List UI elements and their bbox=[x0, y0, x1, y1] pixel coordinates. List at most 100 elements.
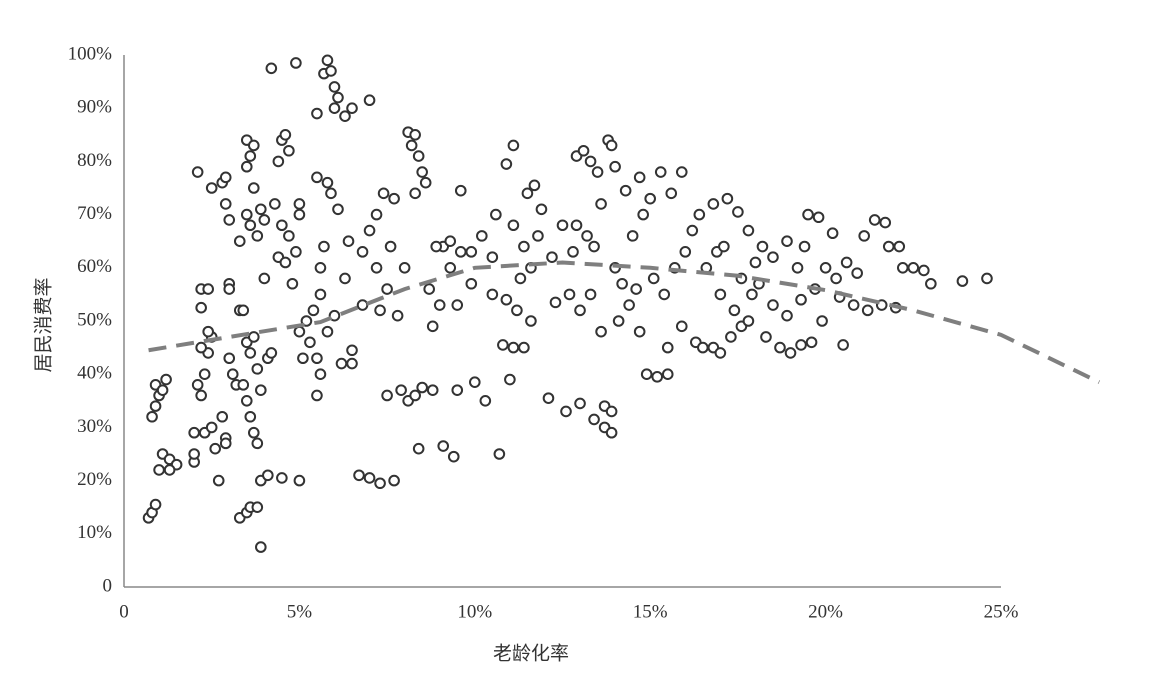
point bbox=[332, 203, 344, 216]
point bbox=[504, 373, 516, 386]
point bbox=[644, 192, 657, 205]
y-tick-label: 80% bbox=[77, 150, 112, 171]
point bbox=[465, 277, 478, 290]
point bbox=[493, 448, 506, 460]
point bbox=[416, 166, 428, 178]
trend-line bbox=[148, 260, 1101, 384]
point bbox=[240, 160, 253, 173]
point bbox=[377, 187, 390, 200]
point bbox=[205, 182, 218, 194]
point bbox=[149, 498, 162, 511]
point bbox=[497, 339, 509, 351]
point bbox=[626, 230, 639, 242]
point bbox=[486, 288, 499, 301]
point bbox=[314, 262, 327, 274]
point bbox=[896, 262, 909, 274]
point bbox=[486, 251, 499, 263]
point bbox=[588, 240, 600, 253]
point bbox=[240, 208, 253, 221]
point bbox=[742, 224, 755, 237]
point bbox=[451, 384, 464, 396]
point bbox=[247, 182, 260, 194]
point bbox=[556, 219, 569, 232]
point bbox=[412, 150, 425, 162]
point bbox=[247, 139, 260, 152]
point bbox=[798, 240, 811, 253]
point bbox=[956, 275, 969, 287]
point bbox=[276, 219, 288, 232]
point bbox=[286, 277, 299, 290]
point bbox=[247, 426, 260, 439]
point bbox=[658, 288, 671, 301]
point bbox=[868, 214, 881, 226]
point bbox=[307, 304, 320, 317]
point bbox=[675, 320, 688, 333]
point bbox=[426, 320, 439, 333]
point bbox=[374, 304, 386, 317]
point bbox=[370, 262, 383, 274]
point bbox=[595, 198, 607, 210]
point bbox=[335, 357, 348, 370]
point bbox=[861, 304, 874, 317]
point bbox=[781, 309, 793, 322]
y-tick-label: 10% bbox=[77, 522, 112, 543]
point bbox=[188, 448, 200, 460]
point bbox=[767, 299, 779, 311]
point bbox=[314, 288, 327, 301]
point bbox=[244, 410, 257, 423]
point bbox=[356, 246, 369, 258]
point bbox=[574, 304, 586, 317]
point bbox=[444, 235, 457, 247]
point bbox=[637, 208, 649, 221]
point bbox=[647, 272, 660, 285]
point bbox=[276, 472, 288, 484]
point bbox=[251, 501, 264, 514]
point bbox=[879, 216, 892, 229]
point bbox=[686, 224, 699, 237]
point bbox=[205, 421, 218, 434]
point bbox=[549, 296, 562, 309]
y-tick-label: 30% bbox=[77, 416, 112, 437]
point bbox=[293, 474, 306, 487]
point bbox=[795, 339, 807, 351]
point bbox=[409, 389, 421, 402]
point bbox=[490, 208, 502, 221]
point bbox=[560, 405, 572, 418]
point bbox=[893, 240, 906, 253]
point bbox=[311, 107, 323, 120]
point bbox=[321, 54, 334, 67]
point bbox=[223, 352, 236, 365]
point bbox=[247, 331, 260, 343]
point bbox=[293, 325, 306, 338]
point bbox=[391, 309, 404, 322]
point bbox=[665, 187, 678, 200]
point bbox=[423, 283, 435, 295]
y-tick-label: 20% bbox=[77, 469, 112, 490]
point bbox=[605, 426, 618, 439]
point bbox=[251, 437, 264, 450]
point bbox=[574, 397, 586, 410]
point bbox=[342, 235, 355, 247]
point bbox=[198, 368, 211, 381]
point bbox=[661, 341, 674, 354]
point bbox=[188, 426, 200, 439]
point bbox=[293, 198, 306, 210]
point bbox=[721, 192, 734, 205]
point bbox=[518, 341, 530, 354]
point bbox=[746, 288, 758, 301]
point bbox=[749, 256, 762, 269]
point bbox=[451, 299, 464, 311]
point bbox=[311, 389, 323, 402]
point bbox=[363, 224, 376, 237]
point bbox=[251, 230, 264, 242]
point bbox=[297, 352, 309, 365]
point bbox=[444, 262, 457, 274]
point bbox=[346, 357, 358, 370]
point bbox=[279, 129, 292, 141]
point bbox=[244, 150, 257, 162]
point bbox=[195, 341, 207, 354]
point bbox=[679, 246, 692, 258]
point bbox=[925, 277, 937, 290]
point bbox=[311, 352, 323, 365]
point bbox=[314, 368, 327, 381]
